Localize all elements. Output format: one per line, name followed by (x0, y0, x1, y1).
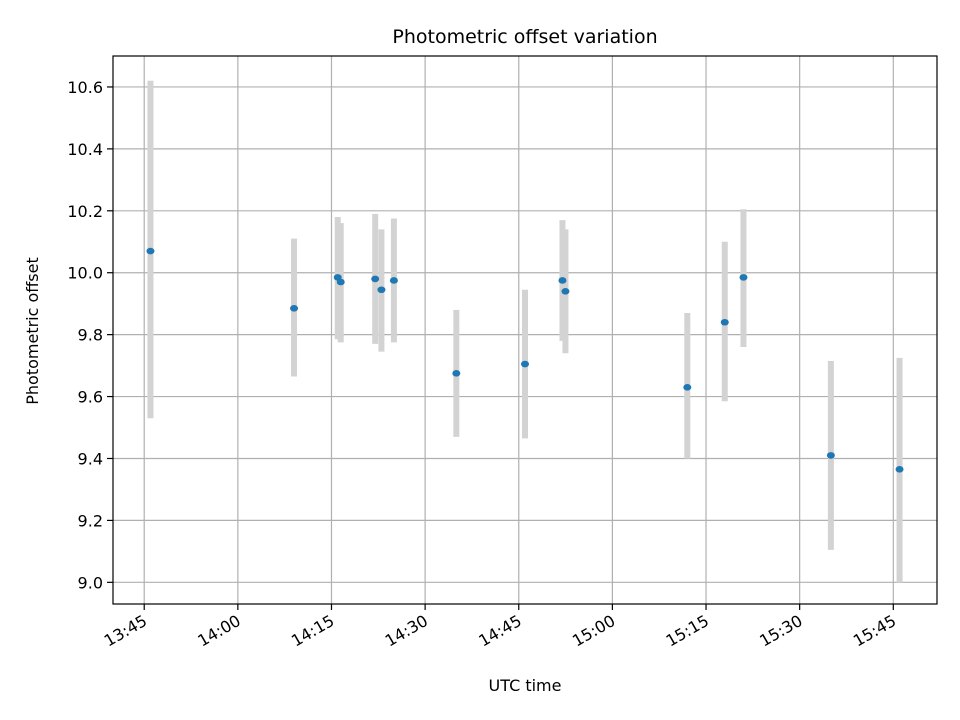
data-point (146, 247, 155, 255)
y-tick-label: 10.0 (67, 264, 103, 283)
y-tick-label: 10.6 (67, 78, 103, 97)
data-point (683, 383, 692, 391)
y-axis-ticks: 9.0 9.2 9.4 9.6 9.8 10.0 10.2 10.4 10.6 (67, 78, 113, 592)
data-point (895, 466, 904, 473)
data-point (371, 275, 380, 283)
data-point (561, 287, 570, 295)
data-point (720, 318, 729, 326)
data-point (336, 278, 345, 286)
data-point (377, 286, 386, 294)
data-point (826, 452, 835, 459)
y-tick-label: 10.2 (67, 202, 103, 221)
data-point (521, 360, 529, 368)
y-tick-label: 9.4 (78, 449, 103, 468)
plot-frame (112, 55, 938, 605)
y-tick-label: 9.8 (78, 326, 103, 345)
chart-title: Photometric offset variation (392, 26, 657, 48)
y-tick-label: 9.6 (78, 388, 103, 407)
y-tick-label: 10.4 (67, 140, 103, 159)
data-point (739, 274, 748, 281)
data-point (558, 277, 567, 284)
y-axis-label: Photometric offset (23, 257, 42, 405)
y-tick-label: 9.0 (78, 573, 103, 592)
data-point (290, 305, 299, 312)
data-points (146, 247, 904, 473)
x-axis-label: UTC time (489, 676, 562, 695)
data-point (452, 370, 461, 377)
data-point (389, 277, 398, 284)
y-tick-label: 9.2 (78, 511, 103, 530)
